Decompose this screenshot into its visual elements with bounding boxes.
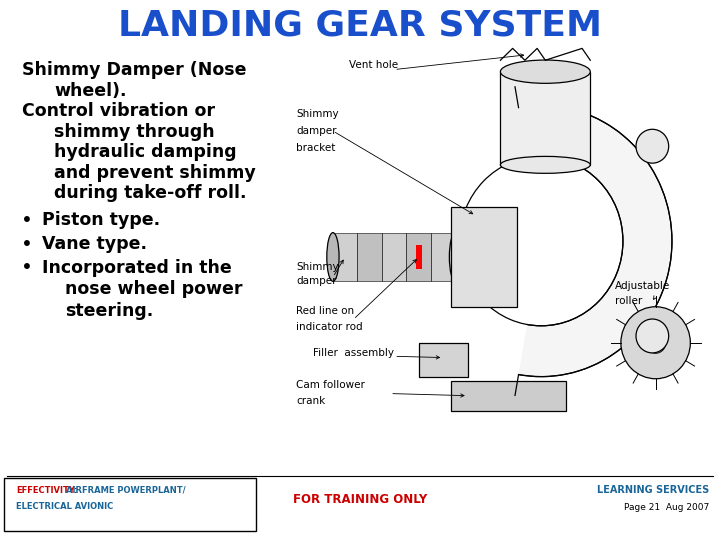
Text: Vane type.: Vane type. (42, 235, 147, 253)
Circle shape (636, 319, 669, 353)
Text: AIRFRAME POWERPLANT/: AIRFRAME POWERPLANT/ (66, 486, 186, 495)
Text: roller: roller (615, 296, 642, 306)
Bar (357, 233, 382, 281)
Text: Cam follower: Cam follower (296, 380, 365, 390)
Text: Red line on: Red line on (296, 306, 354, 316)
Bar (416, 245, 422, 269)
Text: steering.: steering. (65, 302, 153, 320)
Text: •: • (22, 258, 33, 278)
Text: Control vibration or: Control vibration or (22, 102, 215, 120)
Circle shape (459, 157, 623, 326)
Text: LANDING GEAR SYSTEM: LANDING GEAR SYSTEM (118, 9, 602, 43)
Text: Shimmy: Shimmy (296, 261, 339, 272)
Text: nose wheel power: nose wheel power (65, 280, 243, 299)
Text: Shimmy: Shimmy (296, 109, 339, 119)
Text: during take-off roll.: during take-off roll. (54, 184, 246, 202)
Text: hydraulic damping: hydraulic damping (54, 143, 237, 161)
Bar (500, 72, 590, 165)
Bar (382, 233, 407, 281)
Ellipse shape (449, 233, 462, 281)
Text: FOR TRAINING ONLY: FOR TRAINING ONLY (293, 493, 427, 506)
Text: Adjustable: Adjustable (615, 281, 670, 291)
Text: damper: damper (296, 126, 337, 136)
Text: shimmy through: shimmy through (54, 123, 215, 141)
Text: Shimmy Damper (Nose: Shimmy Damper (Nose (22, 61, 246, 79)
Ellipse shape (327, 233, 339, 281)
Text: crank: crank (296, 396, 325, 406)
Wedge shape (390, 87, 541, 395)
Bar (407, 233, 431, 281)
Text: indicator rod: indicator rod (296, 322, 363, 332)
Text: •: • (22, 211, 33, 230)
Text: EFFECTIVITY:: EFFECTIVITY: (16, 486, 77, 495)
Bar (419, 343, 468, 376)
Circle shape (410, 105, 672, 376)
Bar (333, 233, 357, 281)
Bar (451, 381, 566, 410)
Text: LEARNING SERVICES: LEARNING SERVICES (597, 485, 709, 495)
Text: damper: damper (296, 276, 337, 286)
Ellipse shape (500, 60, 590, 83)
Text: bracket: bracket (296, 143, 336, 153)
Circle shape (621, 307, 690, 379)
Text: Incorporated in the: Incorporated in the (42, 259, 232, 277)
FancyBboxPatch shape (4, 478, 256, 531)
Text: Vent hole: Vent hole (349, 60, 398, 70)
Ellipse shape (500, 157, 590, 173)
Bar (451, 207, 517, 307)
Text: wheel).: wheel). (54, 82, 127, 100)
Text: Filler  assembly: Filler assembly (312, 348, 394, 359)
Bar (431, 233, 456, 281)
Text: Page 21  Aug 2007: Page 21 Aug 2007 (624, 503, 709, 512)
Text: ELECTRICAL AVIONIC: ELECTRICAL AVIONIC (16, 502, 113, 511)
Circle shape (636, 129, 669, 163)
Circle shape (645, 332, 666, 353)
Text: and prevent shimmy: and prevent shimmy (54, 164, 256, 182)
Text: Piston type.: Piston type. (42, 211, 160, 230)
Text: •: • (22, 234, 33, 254)
